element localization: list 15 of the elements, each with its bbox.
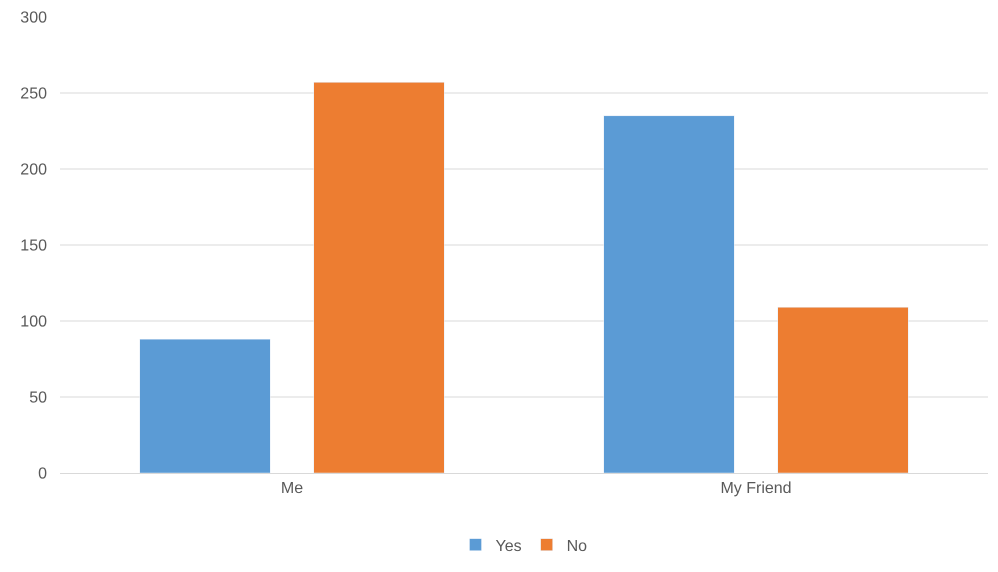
legend-label: Yes (496, 538, 522, 555)
y-tick-label: 300 (20, 10, 48, 27)
y-tick-label: 250 (20, 86, 48, 103)
y-tick-label: 50 (29, 390, 48, 407)
x-tick-label: Me (280, 480, 304, 498)
legend-label: No (566, 538, 588, 555)
bar (778, 307, 908, 473)
y-tick-label: 150 (20, 238, 48, 255)
bar (604, 116, 734, 473)
x-tick-label: My Friend (720, 480, 792, 498)
bar (314, 82, 444, 473)
y-tick-label: 200 (20, 162, 48, 179)
y-tick-label: 100 (20, 314, 48, 331)
y-tick-label: 0 (38, 466, 48, 483)
bar (140, 338, 270, 473)
